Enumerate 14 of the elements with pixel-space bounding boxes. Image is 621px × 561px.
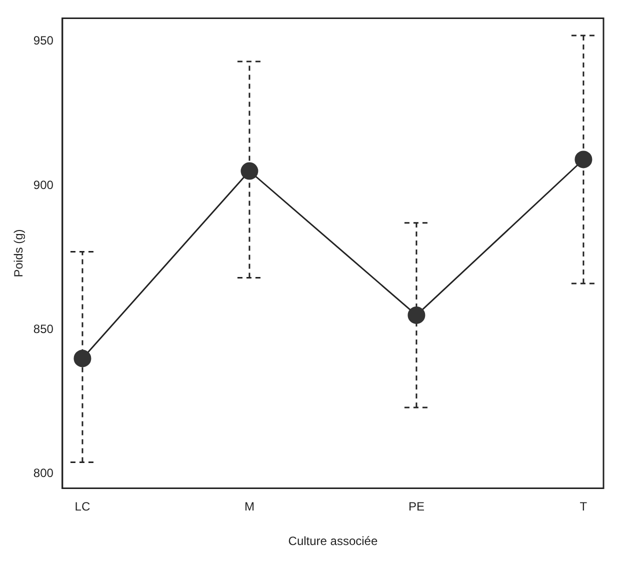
y-tick-label: 900 <box>33 178 54 192</box>
x-tick-label: T <box>580 500 588 514</box>
x-tick-label: LC <box>74 500 90 514</box>
point <box>408 306 426 324</box>
x-tick-label: PE <box>408 500 424 514</box>
x-tick-label: M <box>244 500 254 514</box>
y-tick-label: 850 <box>33 322 54 336</box>
point <box>74 350 92 368</box>
x-axis-title: Culture associée <box>288 534 378 548</box>
point <box>240 162 258 180</box>
y-tick-label: 800 <box>33 466 54 480</box>
point <box>574 150 592 168</box>
y-axis-title: Poids (g) <box>12 229 26 278</box>
y-tick-label: 950 <box>33 34 54 48</box>
